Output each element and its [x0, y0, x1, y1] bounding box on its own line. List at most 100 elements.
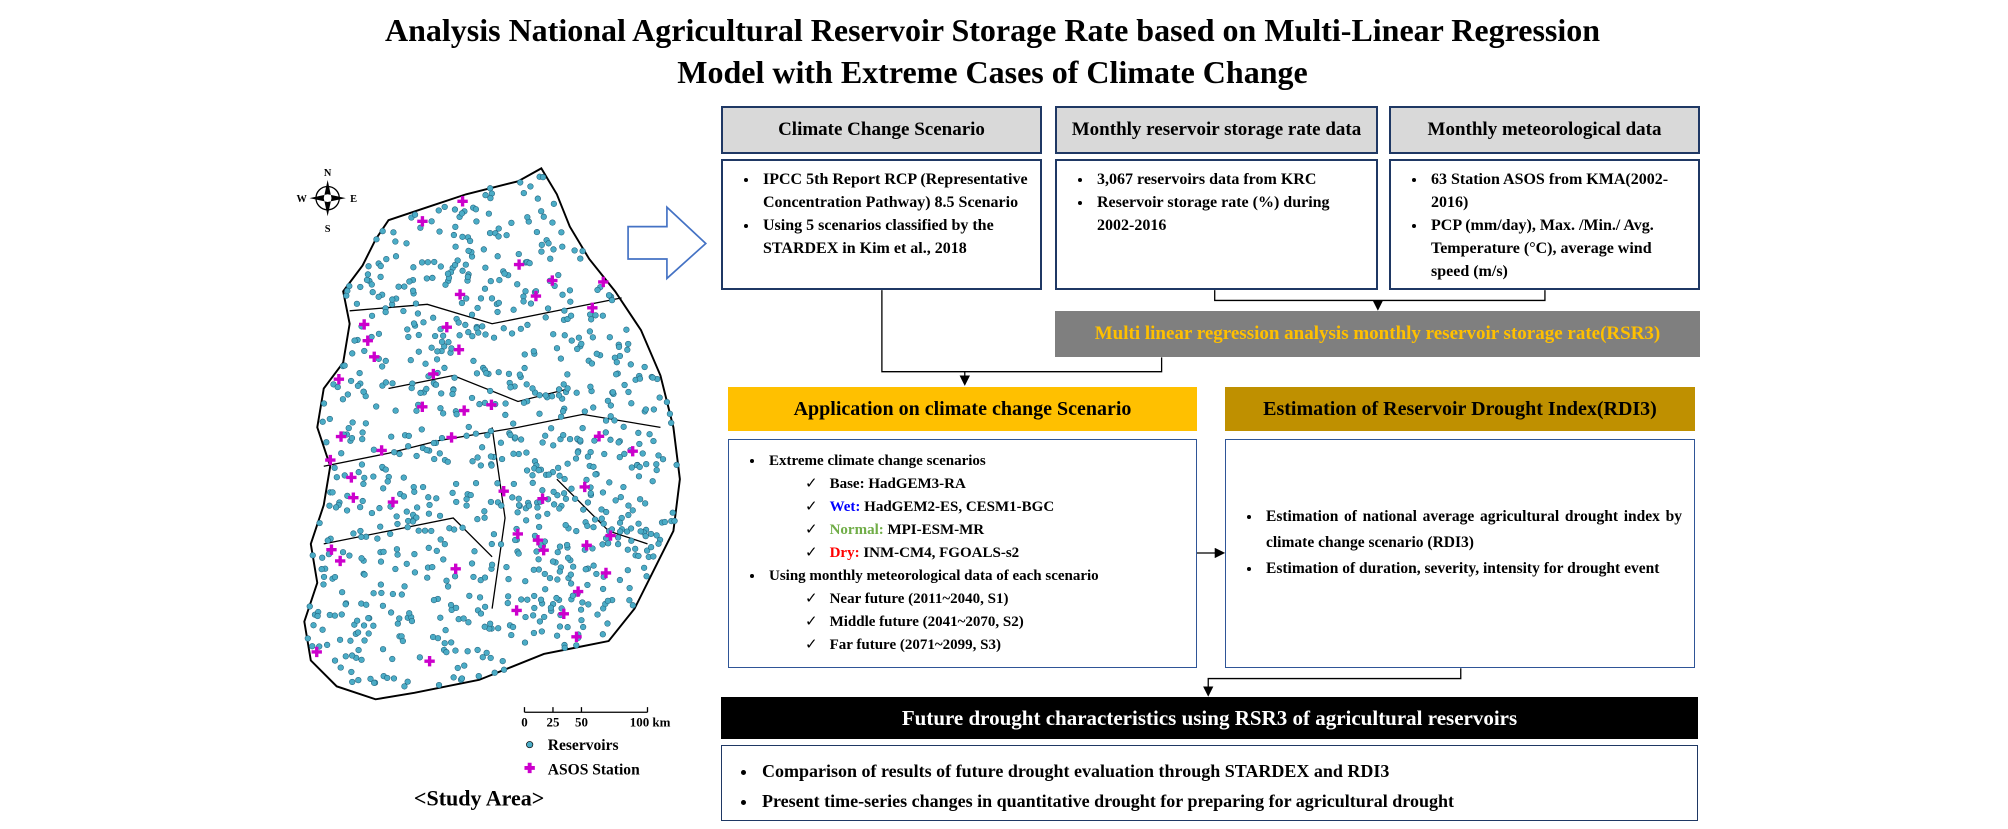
- reservoir-dot: [390, 675, 398, 682]
- reservoir-dot: [642, 533, 649, 540]
- reservoir-dot: [530, 566, 537, 573]
- asos-station: [511, 605, 522, 616]
- reservoir-dot: [441, 203, 448, 211]
- reservoir-dot: [515, 495, 522, 502]
- reservoir-dot: [430, 439, 437, 447]
- reservoir-dot: [337, 664, 344, 671]
- bullet: Comparison of results of future drought …: [758, 756, 1689, 786]
- asos-station: [428, 368, 439, 380]
- reservoir-dot: [518, 596, 525, 603]
- reservoir-dot: [462, 321, 469, 329]
- reservoir-dot: [481, 285, 489, 292]
- reservoir-dot: [324, 537, 331, 544]
- reservoir-dot: [365, 614, 372, 622]
- bullet: Extreme climate change scenarios Base: Ha…: [765, 450, 1188, 565]
- reservoir-dot: [348, 668, 355, 676]
- asos-station: [454, 289, 466, 300]
- reservoir-dot: [405, 432, 412, 440]
- reservoir-dot: [324, 641, 331, 649]
- reservoir-dot: [408, 385, 415, 392]
- reservoir-dot: [417, 389, 424, 397]
- reservoir-dot: [637, 496, 644, 503]
- reservoir-dot: [574, 449, 581, 456]
- asos-station: [579, 481, 590, 493]
- reservoir-dot: [666, 410, 674, 417]
- reservoir-dot: [656, 394, 663, 401]
- reservoir-dot: [564, 371, 571, 378]
- reservoir-dot: [448, 639, 455, 646]
- reservoir-dot: [490, 334, 498, 341]
- reservoir-dot: [517, 325, 524, 332]
- reservoir-dot: [477, 295, 485, 302]
- bullet: 63 Station ASOS from KMA(2002-2016): [1427, 168, 1690, 214]
- reservoir-dot: [616, 454, 623, 461]
- reservoir-dot: [400, 474, 407, 481]
- reservoir-dot: [508, 631, 515, 639]
- reservoir-dot: [649, 374, 656, 381]
- reservoir-dot: [549, 558, 557, 565]
- asos-station: [387, 496, 399, 508]
- reservoir-dot: [569, 592, 577, 599]
- reservoir-dot: [418, 426, 425, 433]
- reservoir-dot: [379, 363, 386, 370]
- reservoir-dot: [515, 550, 522, 557]
- reservoir-dot: [614, 534, 622, 541]
- reservoir-dot: [392, 407, 399, 414]
- reservoir-dot: [559, 291, 566, 298]
- reservoir-dot: [319, 418, 326, 425]
- reservoir-dot: [515, 450, 522, 458]
- reservoir-dot: [555, 271, 562, 279]
- reservoir-dot: [360, 622, 368, 629]
- reservoir-dot: [498, 455, 506, 463]
- reservoir-dot: [564, 624, 571, 631]
- reservoir-dot: [505, 593, 512, 600]
- reservoir-dot: [612, 497, 619, 504]
- reservoir-dot: [579, 425, 586, 432]
- reservoir-dot: [590, 404, 597, 411]
- reservoir-dot: [568, 485, 575, 492]
- reservoir-dot: [411, 488, 418, 495]
- reservoir-dot: [377, 558, 385, 565]
- reservoir-dot: [521, 351, 528, 358]
- reservoir-dot: [408, 617, 416, 625]
- reservoir-dot: [583, 476, 590, 483]
- reservoir-dot: [588, 316, 595, 323]
- reservoir-dot: [621, 450, 628, 458]
- reservoir-dot: [406, 610, 413, 617]
- application-header: Application on climate change Scenario: [728, 387, 1197, 431]
- reservoir-dot: [438, 338, 446, 345]
- estimation-box: Estimation of national average agricultu…: [1225, 439, 1695, 668]
- reservoir-dot: [442, 281, 449, 288]
- reservoir-dot: [393, 513, 400, 520]
- check-item: Far future (2071~2099, S3): [823, 634, 1188, 657]
- reservoir-dot: [469, 333, 476, 340]
- reservoir-dot: [346, 552, 353, 559]
- reservoir-dot: [599, 585, 607, 593]
- reservoir-dot: [628, 537, 635, 544]
- reservoir-dot: [398, 591, 405, 598]
- reservoir-dot: [468, 394, 476, 402]
- reservoir-dot: [548, 425, 555, 432]
- reservoir-dot: [606, 334, 613, 341]
- reservoir-dot: [455, 319, 462, 326]
- reservoir-dot: [420, 319, 427, 326]
- reservoir-dot: [405, 333, 412, 341]
- reservoir-dot: [566, 287, 574, 294]
- reservoir-dot: [349, 652, 356, 659]
- reservoir-dot: [387, 609, 395, 616]
- reservoir-dot: [635, 473, 643, 480]
- reservoir-dot: [472, 430, 480, 437]
- reservoir-dot: [522, 288, 529, 295]
- reservoir-dot: [517, 179, 524, 186]
- reservoir-dot: [593, 570, 600, 578]
- reservoir-dot: [394, 520, 401, 528]
- asos-station: [334, 555, 346, 567]
- reservoir-dot: [588, 360, 596, 367]
- reservoir-dot: [635, 520, 642, 527]
- reservoir-dot: [396, 615, 403, 622]
- reservoir-dot: [577, 255, 584, 262]
- check-item: Wet: HadGEM2-ES, CESM1-BGC: [823, 496, 1188, 519]
- asos-station: [359, 319, 370, 330]
- reservoir-dot: [319, 554, 326, 561]
- asos-station: [605, 530, 616, 541]
